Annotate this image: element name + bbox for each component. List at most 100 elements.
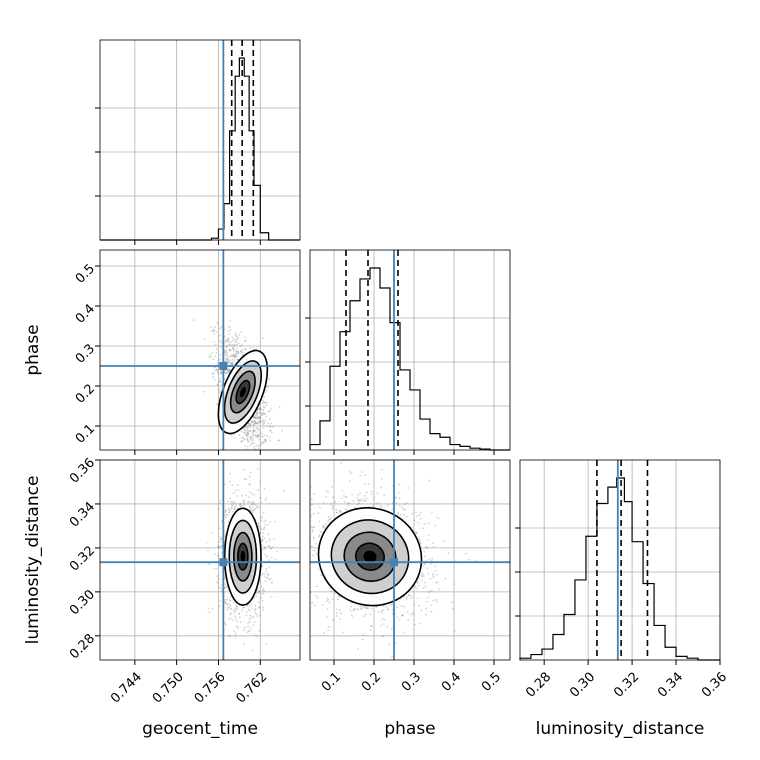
scatter-point [223,575,226,578]
scatter-point [224,599,227,601]
scatter-point [418,513,421,516]
scatter-point [261,528,264,531]
scatter-point [254,508,257,510]
scatter-point [234,505,237,507]
scatter-point [248,505,251,508]
scatter-point [418,604,420,607]
scatter-point [253,420,255,423]
scatter-point [257,447,260,450]
scatter-point [262,609,265,611]
scatter-point [437,517,440,520]
scatter-point [403,508,406,511]
scatter-point [263,589,266,592]
scatter-point [240,440,243,442]
scatter-point [340,462,342,464]
scatter-point [252,624,255,626]
scatter-point [250,438,253,441]
scatter-point [229,349,232,352]
scatter-point [239,505,242,508]
scatter-point [363,483,366,486]
scatter-point [264,575,266,578]
scatter-point [228,333,230,336]
scatter-point [425,545,428,548]
scatter-point [242,629,245,632]
scatter-point [255,417,258,420]
scatter-point [242,437,245,439]
scatter-point [414,623,416,626]
scatter-point [287,560,289,562]
scatter-point [435,598,438,601]
scatter-point [219,381,222,383]
scatter-point [259,581,262,584]
scatter-point [240,331,243,333]
scatter-point [255,431,257,434]
scatter-point [216,368,219,371]
scatter-point [416,514,419,517]
scatter-point [346,502,349,505]
density-contour [363,550,377,563]
scatter-point [258,415,261,418]
scatter-point [366,607,368,610]
scatter-point [279,568,281,570]
scatter-point [430,604,433,606]
scatter-point [224,586,227,589]
scatter-point [217,362,220,365]
scatter-point [212,358,215,361]
scatter-point [263,520,265,523]
scatter-point [391,612,394,615]
scatter-point [287,533,289,535]
scatter-point [229,608,232,611]
scatter-point [435,581,438,584]
scatter-point [391,655,393,658]
scatter-point [244,426,247,429]
scatter-point [215,580,218,583]
scatter-point [226,372,229,375]
y-tick-label: 0.4 [73,301,98,326]
scatter-point [417,584,420,587]
scatter-point [250,603,253,606]
scatter-point [231,501,234,504]
scatter-point [258,408,261,411]
scatter-point [432,546,435,548]
scatter-point [382,623,385,625]
scatter-point [233,353,236,356]
scatter-point [228,344,231,346]
scatter-point [363,499,366,502]
scatter-point [243,428,246,431]
scatter-point [233,356,236,358]
scatter-point [250,509,253,512]
scatter-point [227,603,230,605]
scatter-point [232,346,235,349]
scatter-point [264,546,267,549]
scatter-point [360,608,362,610]
scatter-point [220,383,223,386]
scatter-point [395,502,397,505]
scatter-point [427,572,430,575]
scatter-point [220,372,223,375]
x-tick-label: 0.744 [108,670,145,707]
scatter-point [236,483,239,486]
scatter-point [411,512,414,515]
scatter-point [229,510,232,512]
scatter-point [283,581,285,583]
scatter-point [224,353,227,356]
scatter-point [383,494,386,497]
scatter-point [241,348,244,351]
scatter-point [231,361,234,364]
scatter-point [238,612,241,615]
scatter-point [256,412,259,415]
scatter-point [259,408,261,410]
scatter-point [269,425,271,428]
scatter-point [381,635,383,638]
scatter-point [248,429,250,432]
scatter-point [335,615,338,617]
scatter-point [234,502,237,505]
scatter-point [352,616,355,619]
scatter-point [310,503,313,506]
scatter-point [352,608,355,611]
scatter-point [240,344,243,347]
scatter-point [403,503,406,506]
scatter-point [236,358,239,361]
scatter-point [397,491,400,494]
scatter-point [236,620,239,623]
